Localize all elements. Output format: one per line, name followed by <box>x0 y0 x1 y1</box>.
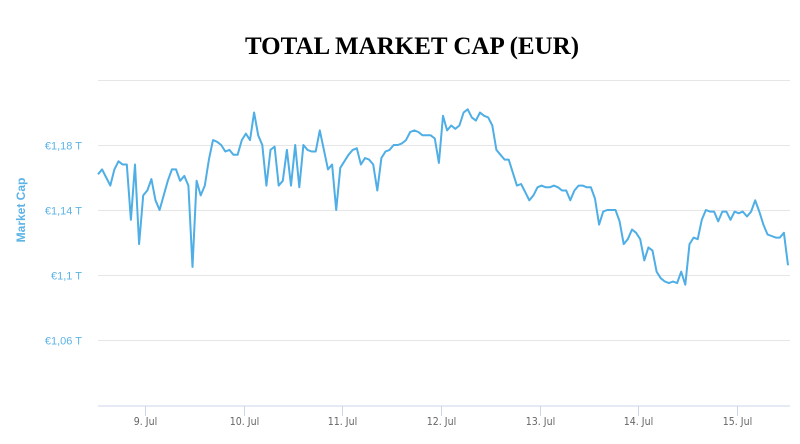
x-tick-label: 13. Jul <box>526 416 555 428</box>
x-tick-label: 14. Jul <box>624 416 653 428</box>
chart-title: TOTAL MARKET CAP (EUR) <box>245 33 579 60</box>
x-tick-label: 10. Jul <box>230 416 259 428</box>
y-tick-label: €1,14 T <box>45 206 82 218</box>
x-tick-label: 9. Jul <box>134 416 157 428</box>
grid-lines <box>98 80 790 341</box>
y-tick-label: €1,18 T <box>45 141 82 153</box>
x-tick-label: 15. Jul <box>723 416 752 428</box>
x-tick-label: 12. Jul <box>427 416 456 428</box>
series-group <box>97 108 789 286</box>
y-tick-label: €1,1 T <box>51 271 82 283</box>
y-axis-labels: €1,06 T €1,1 T €1,14 T €1,18 T <box>45 141 82 348</box>
y-tick-label: €1,06 T <box>45 336 82 348</box>
market-cap-line <box>97 108 789 286</box>
x-axis-ticks: 9. Jul 10. Jul 11. Jul 12. Jul 13. Jul 14. Ju… <box>134 406 752 428</box>
y-axis-title: Market Cap <box>14 178 28 243</box>
x-tick-label: 11. Jul <box>328 416 357 428</box>
